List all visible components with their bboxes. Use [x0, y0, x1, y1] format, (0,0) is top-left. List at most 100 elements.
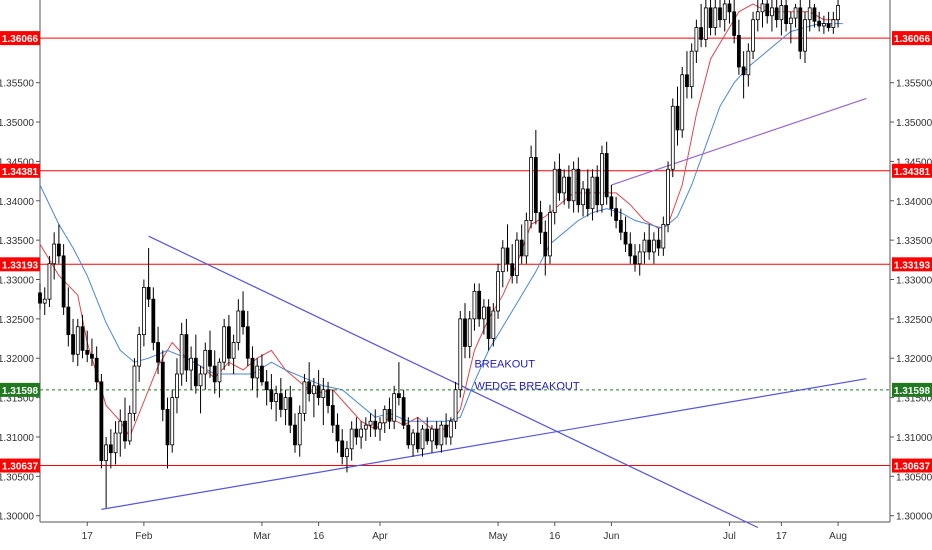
candle-body — [226, 326, 231, 359]
candle-body — [311, 385, 316, 395]
candle-body — [736, 35, 741, 68]
candle-body — [538, 212, 543, 233]
candle-body — [444, 424, 449, 438]
candle-body — [411, 432, 415, 446]
candle-body — [354, 428, 359, 438]
candle-body — [368, 420, 373, 426]
level-badge-right — [892, 257, 932, 272]
candle-body — [99, 381, 104, 461]
candle-body — [732, 11, 737, 36]
candle-body — [217, 361, 222, 383]
candle-body — [61, 255, 66, 308]
candle-body — [241, 310, 245, 328]
candle-body — [751, 19, 755, 52]
candle-body — [38, 292, 42, 304]
candle-body — [770, 7, 774, 17]
candle-body — [132, 365, 137, 414]
annotation-label: BREAKOUT — [474, 359, 535, 371]
x-tick-label: 17 — [776, 531, 788, 542]
candle-body — [500, 247, 505, 273]
candle-body — [288, 397, 293, 426]
candle-body — [727, 3, 732, 13]
candle-body — [585, 188, 590, 210]
candle-body — [784, 5, 789, 25]
candle-body — [557, 168, 562, 194]
candle-body — [316, 385, 321, 399]
x-tick-label: Aug — [829, 531, 847, 542]
y-tick-label-left: 1.35000 — [0, 118, 34, 129]
candle-body — [670, 105, 675, 170]
candle-body — [675, 105, 680, 131]
candle-body — [831, 19, 836, 28]
candle-body — [345, 448, 349, 458]
candle-body — [510, 263, 515, 276]
trend-line-purple-trendline — [611, 97, 867, 186]
y-tick-label-left: 1.35500 — [0, 79, 34, 90]
candle-body — [283, 397, 288, 410]
candle-body — [274, 393, 279, 402]
candle-body — [722, 3, 727, 21]
candle-body — [415, 432, 420, 450]
candle-body — [359, 428, 364, 438]
y-tick-label-right: 1.34000 — [896, 197, 932, 208]
candle-body — [165, 409, 170, 446]
level-labels: 1.36066 1.36066 1.34381 1.34381 1.33193 1.331… — [0, 31, 932, 473]
candle-body — [666, 168, 670, 225]
candle-body — [628, 243, 633, 257]
candle-body — [264, 381, 269, 391]
candle-body — [47, 263, 52, 300]
candle-body — [434, 428, 439, 446]
x-tick-label: Feb — [135, 531, 153, 542]
candle-body — [590, 176, 595, 210]
candle-body — [231, 342, 236, 359]
candle-body — [189, 357, 194, 371]
candle-body — [803, 19, 807, 52]
candle-body — [335, 424, 340, 442]
candle-body — [156, 342, 160, 363]
annotations: BREAKOUT WEDGE BREAKOUT — [474, 359, 579, 393]
candle-body — [208, 349, 212, 367]
level-badge-left-label: 1.30637 — [2, 462, 39, 473]
candle-body — [293, 424, 297, 446]
candle-body — [543, 231, 548, 257]
level-badge-right-label: 1.34381 — [894, 167, 931, 178]
candle-body — [647, 239, 652, 253]
candle-body — [755, 11, 760, 21]
level-badge-left — [0, 382, 40, 397]
candle-body — [430, 428, 434, 442]
candle-body — [779, 5, 784, 21]
candle-body — [90, 353, 94, 359]
candle-body — [486, 306, 491, 339]
candle-body — [56, 243, 61, 257]
y-tick-label-right: 1.32500 — [896, 315, 932, 326]
wedge-upper-trendline — [148, 235, 759, 529]
candle-body — [260, 365, 264, 383]
x-tick-label: May — [489, 531, 508, 542]
candle-body — [245, 326, 250, 359]
level-badge-right — [892, 382, 932, 397]
candle-body — [836, 5, 840, 21]
candle-body — [515, 239, 519, 276]
candle-body — [71, 334, 75, 355]
candle-body — [694, 27, 699, 52]
level-badge-right — [892, 31, 932, 46]
y-tick-label-right: 1.30000 — [896, 512, 932, 523]
candle-body — [363, 424, 368, 430]
candle-body — [581, 188, 585, 206]
y-tick-label-left: 1.30500 — [0, 472, 34, 483]
candle-body — [425, 428, 430, 442]
candle-body — [250, 357, 255, 379]
candle-body — [179, 334, 184, 375]
candle-body — [94, 357, 99, 383]
candle-body — [193, 357, 198, 387]
candle-body — [448, 420, 453, 438]
y-tick-label-right: 1.32000 — [896, 354, 932, 365]
candle-body — [160, 361, 165, 410]
y-tick-label-right: 1.30500 — [896, 472, 932, 483]
candle-body — [760, 3, 765, 13]
candle-body — [548, 212, 552, 257]
candle-body — [378, 422, 382, 430]
y-tick-label-left: 1.31500 — [0, 394, 34, 405]
